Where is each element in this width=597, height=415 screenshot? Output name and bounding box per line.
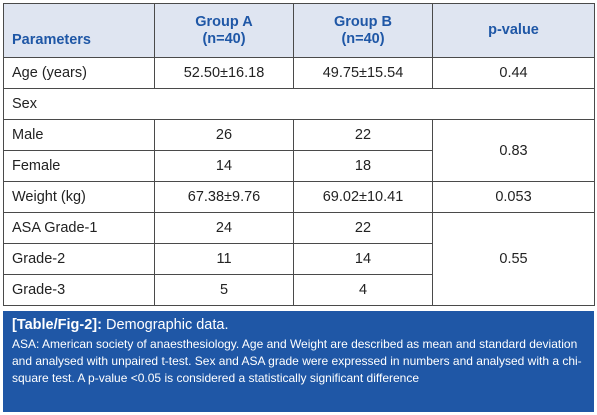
header-group-b: Group B (n=40) (293, 3, 433, 58)
table-row-asa-2: Grade-2 11 14 (3, 243, 595, 275)
cell-female-group-b: 18 (293, 150, 433, 182)
cell-asa1-group-b: 22 (293, 212, 433, 244)
header-group-b-n: (n=40) (341, 30, 385, 47)
cell-weight-label: Weight (kg) (3, 181, 155, 213)
header-p-value: p-value (432, 3, 595, 58)
cell-age-label: Age (years) (3, 57, 155, 89)
header-parameters: Parameters (3, 3, 155, 58)
cell-asa3-group-b: 4 (293, 274, 433, 306)
header-group-a-name: Group A (195, 13, 253, 30)
header-group-b-name: Group B (334, 13, 392, 30)
cell-weight-p: 0.053 (432, 181, 595, 213)
cell-male-group-b: 22 (293, 119, 433, 151)
cell-weight-group-a: 67.38±9.76 (154, 181, 294, 213)
demographic-table: Parameters Group A (n=40) Group B (n=40) p… (3, 3, 595, 306)
cell-male-label: Male (3, 119, 155, 151)
cell-female-label: Female (3, 150, 155, 182)
header-group-a-n: (n=40) (202, 30, 246, 47)
cell-asa3-label: Grade-3 (3, 274, 155, 306)
cell-asa3-group-a: 5 (154, 274, 294, 306)
cell-age-group-b: 49.75±15.54 (293, 57, 433, 89)
cell-asa2-group-a: 11 (154, 243, 294, 275)
cell-weight-group-b: 69.02±10.41 (293, 181, 433, 213)
table-row-asa-3: Grade-3 5 4 (3, 274, 595, 306)
table-header-row: Parameters Group A (n=40) Group B (n=40) p… (3, 3, 595, 58)
cell-asa1-label: ASA Grade-1 (3, 212, 155, 244)
table-row-asa-1: ASA Grade-1 24 22 0.55 (3, 212, 595, 306)
cell-age-group-a: 52.50±16.18 (154, 57, 294, 89)
cell-asa2-group-b: 14 (293, 243, 433, 275)
cell-asa1-group-a: 24 (154, 212, 294, 244)
table-caption: [Table/Fig-2]: Demographic data. ASA: Am… (3, 311, 594, 412)
table-row-male: Male 26 22 0.83 (3, 119, 595, 182)
caption-tag: [Table/Fig-2]: (12, 317, 102, 333)
table-row-sex: Sex (3, 88, 595, 120)
cell-sex-label: Sex (3, 88, 595, 120)
cell-female-group-a: 14 (154, 150, 294, 182)
cell-male-group-a: 26 (154, 119, 294, 151)
header-group-a: Group A (n=40) (154, 3, 294, 58)
cell-asa-p: 0.55 (432, 212, 595, 306)
caption-body: ASA: American society of anaesthesiology… (12, 337, 582, 385)
cell-sex-p: 0.83 (432, 119, 595, 182)
table-row-weight: Weight (kg) 67.38±9.76 69.02±10.41 0.053 (3, 181, 595, 213)
caption-title-text: Demographic data. (101, 317, 229, 333)
table-row-female: Female 14 18 (3, 150, 595, 182)
cell-asa2-label: Grade-2 (3, 243, 155, 275)
caption-title: [Table/Fig-2]: Demographic data. (12, 316, 585, 335)
table-row-age: Age (years) 52.50±16.18 49.75±15.54 0.44 (3, 57, 595, 89)
cell-age-p: 0.44 (432, 57, 595, 89)
